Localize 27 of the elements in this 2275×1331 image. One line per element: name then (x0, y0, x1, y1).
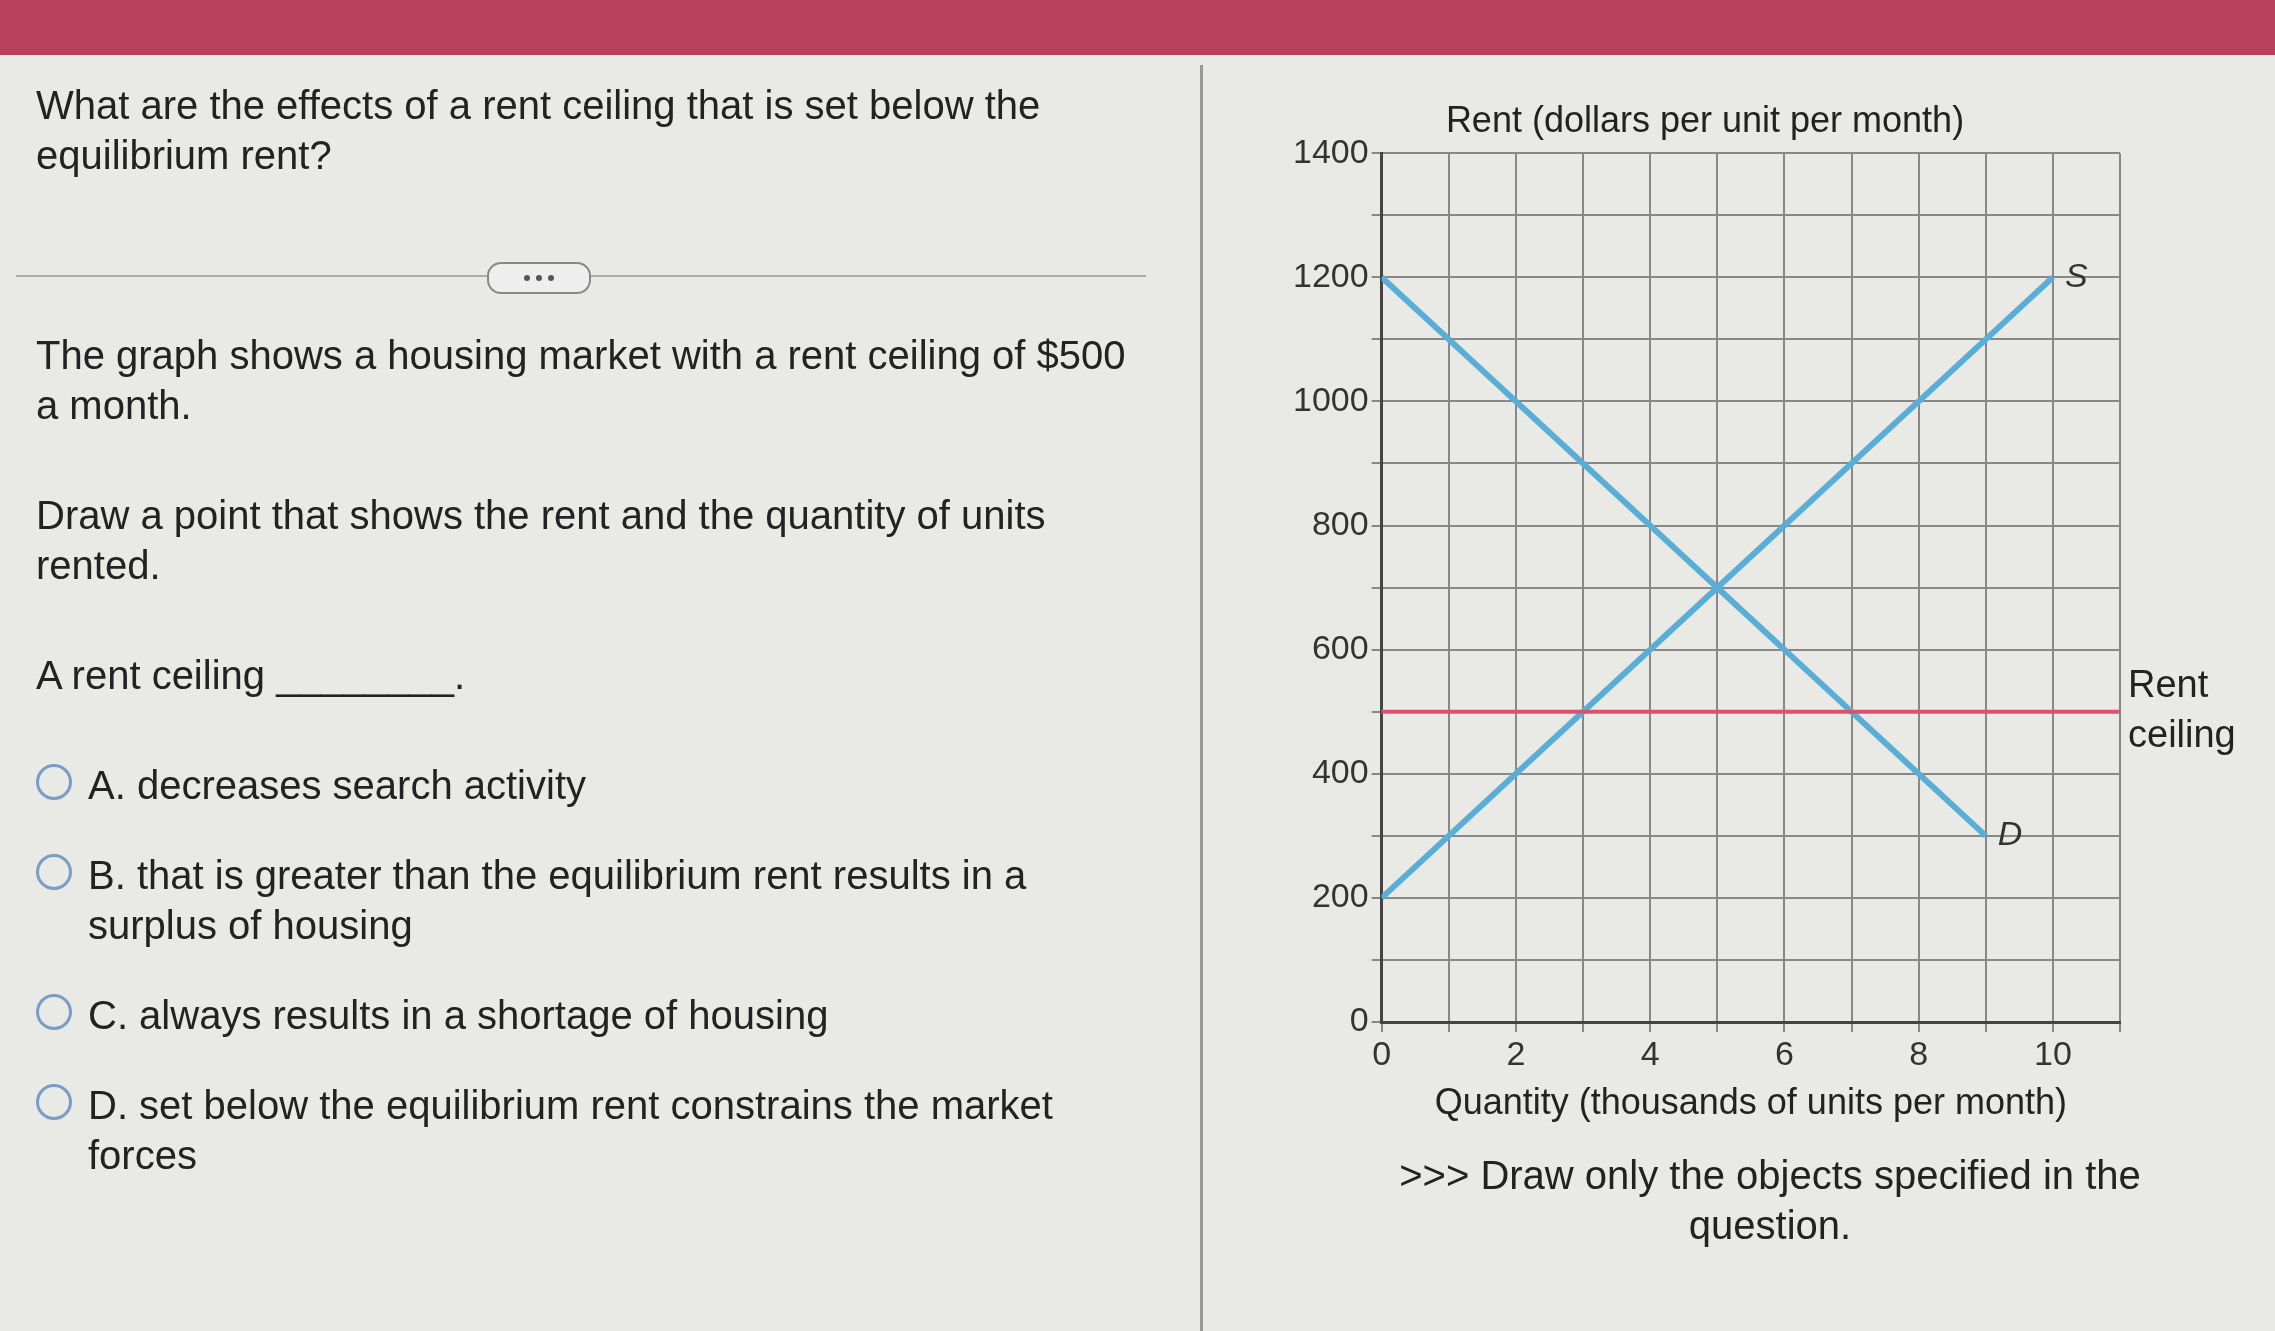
ref-line-label: Rent ceiling (2128, 663, 2236, 756)
y-tick-label: 1200 (1293, 255, 1369, 294)
series-label: D (1997, 814, 2023, 853)
x-tick-label: 6 (1774, 1033, 1794, 1072)
text: Draw a point that shows the rent and the quantity of units rented. (36, 492, 1047, 589)
text: What are the effects of a rent ceiling that is set below the equilibrium rent? (36, 82, 1042, 179)
x-tick-label: 4 (1640, 1033, 1660, 1072)
y-tick-label: 1000 (1293, 379, 1369, 418)
x-tick-label: 2 (1506, 1033, 1526, 1072)
x-tick-label: 10 (2033, 1033, 2072, 1072)
y-axis-title: Rent (dollars per unit per month) (1445, 98, 1965, 140)
text: A. decreases search activity (88, 762, 586, 809)
text: The graph shows a housing market with a rent ceiling of $500 a month. (36, 332, 1127, 429)
x-tick-label: 8 (1909, 1033, 1929, 1072)
y-tick-label: 800 (1311, 503, 1369, 542)
text: C. always results in a shortage of housing (88, 992, 829, 1039)
y-tick-label: 1400 (1293, 131, 1369, 170)
text: >>> Draw only the objects specified in the question. (1398, 1152, 2142, 1249)
series-label: S (2064, 255, 2088, 294)
text: A rent ceiling ________. (36, 652, 467, 699)
y-tick-label: 400 (1311, 752, 1369, 791)
y-tick-label: 600 (1311, 628, 1369, 667)
y-tick-label: 0 (1349, 1000, 1369, 1039)
x-axis-title: Quantity (thousands of units per month) (1434, 1081, 2067, 1123)
y-tick-label: 200 (1311, 876, 1369, 915)
text: D. set below the equilibrium rent constrains the market forces (88, 1082, 1054, 1179)
text: B. that is greater than the equilibrium rent results in a surplus of housing (88, 852, 1028, 949)
